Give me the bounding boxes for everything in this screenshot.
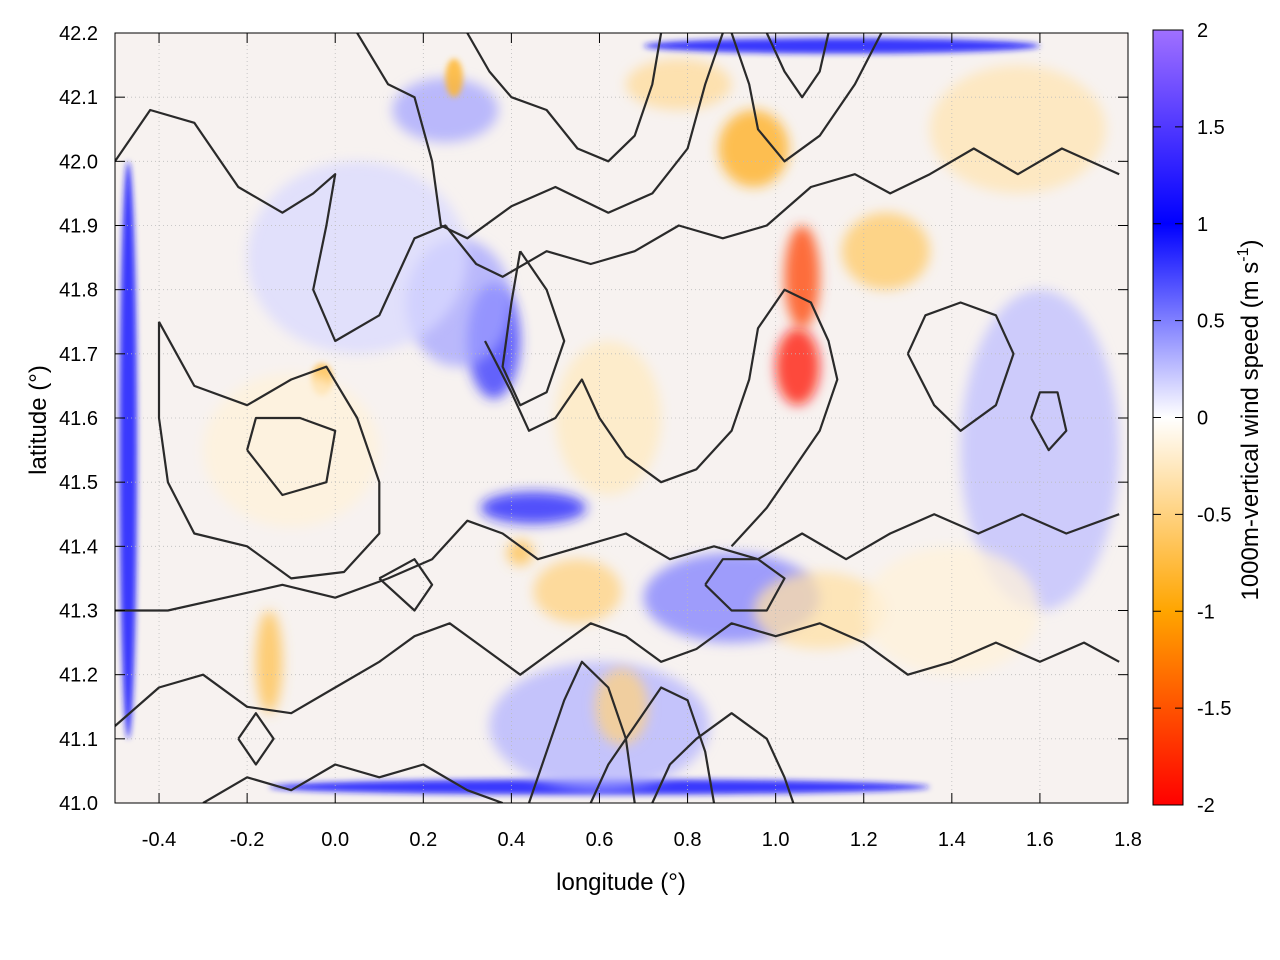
x-tick-label: 1.8 xyxy=(1114,829,1142,851)
contour-line-2 xyxy=(466,33,663,163)
x-tick-label: -0.2 xyxy=(230,829,264,851)
contour-line-7 xyxy=(115,513,1120,612)
downdraft-cell-20 xyxy=(506,539,534,566)
contour-line-1 xyxy=(356,33,724,240)
downdraft-cell-25 xyxy=(929,65,1106,194)
colorbar-title: 1000m-vertical wind speed (m s-1) xyxy=(1235,239,1264,600)
y-tick-label: 41.5 xyxy=(59,472,98,494)
contour-line-17 xyxy=(378,558,434,612)
colorbar-tick-label: -0.5 xyxy=(1197,504,1231,526)
updraft-cell-2 xyxy=(643,38,1040,54)
colorbar-ticks: -2 -1.5 -1 -0.5 0 0.5 1 1.5 2 xyxy=(1153,20,1231,817)
colorbar-tick-label: -1 xyxy=(1197,601,1215,623)
contour-line-5 xyxy=(157,321,381,580)
contour-line-0 xyxy=(115,108,1120,343)
downdraft-cell-23 xyxy=(595,668,648,746)
colorbar-tick-label: 1 xyxy=(1197,214,1208,236)
y-tick-label: 41.9 xyxy=(59,216,98,238)
x-tick-label: 1.4 xyxy=(938,829,966,851)
updraft-cell-4 xyxy=(480,491,587,524)
contour-line-18 xyxy=(704,558,786,612)
y-tick-label: 42.2 xyxy=(59,23,98,45)
updraft-cell-7 xyxy=(960,289,1120,611)
y-axis-ticks: 41.0 41.1 41.2 41.3 41.4 41.5 41.6 41.7 41.8 41.9… xyxy=(59,23,1128,815)
contour-line-19 xyxy=(237,712,275,766)
contour-line-9 xyxy=(202,763,503,803)
downdraft-cell-14 xyxy=(841,212,930,290)
x-tick-label: 1.2 xyxy=(850,829,878,851)
grid-lines xyxy=(115,33,1128,803)
y-tick-label: 41.2 xyxy=(59,665,98,687)
y-tick-label: 42.0 xyxy=(59,151,98,173)
updraft-cell-0 xyxy=(119,161,138,739)
x-tick-label: 0.6 xyxy=(586,829,614,851)
colorbar-title-sup: -1 xyxy=(1235,247,1252,261)
wind-field-layer xyxy=(119,38,1120,795)
x-tick-label: 1.0 xyxy=(762,829,790,851)
contour-line-3 xyxy=(730,33,883,163)
contour-line-12 xyxy=(651,712,795,803)
contour-line-11 xyxy=(589,686,716,803)
colorbar-tick-label: 0 xyxy=(1197,408,1208,430)
colorbar-tick-label: 0.5 xyxy=(1197,311,1225,333)
contour-line-6 xyxy=(246,416,337,497)
downdraft-cell-19 xyxy=(533,559,622,624)
y-tick-label: 41.8 xyxy=(59,280,98,302)
colorbar-tick-label: -2 xyxy=(1197,795,1215,817)
y-axis-title: latitude (°) xyxy=(25,365,52,475)
downdraft-cell-11 xyxy=(775,328,820,406)
y-tick-label: 41.4 xyxy=(59,536,98,558)
downdraft-cell-15 xyxy=(625,58,732,110)
updraft-cell-10 xyxy=(247,161,468,354)
x-tick-label: 0.4 xyxy=(497,829,525,851)
y-tick-label: 42.1 xyxy=(59,87,98,109)
y-tick-label: 41.0 xyxy=(59,793,98,815)
contour-line-8 xyxy=(115,622,1120,727)
x-axis-title: longitude (°) xyxy=(556,869,686,896)
colorbar-title-main: 1000m-vertical wind speed (m s xyxy=(1237,262,1264,601)
y-tick-label: 41.6 xyxy=(59,408,98,430)
contour-line-15 xyxy=(906,301,1015,432)
y-tick-label: 41.1 xyxy=(59,729,98,751)
colorbar-tick-label: 2 xyxy=(1197,20,1208,42)
contour-line-13 xyxy=(484,288,839,548)
colorbar: -2 -1.5 -1 -0.5 0 0.5 1 1.5 2 1000m-vertical win… xyxy=(1152,20,1264,817)
x-tick-label: 0.0 xyxy=(321,829,349,851)
x-tick-label: -0.4 xyxy=(142,829,176,851)
x-tick-label: 0.2 xyxy=(409,829,437,851)
y-tick-label: 41.3 xyxy=(59,601,98,623)
contour-line-4 xyxy=(765,33,830,99)
downdraft-cell-13 xyxy=(718,110,789,187)
colorbar-tick-label: 1.5 xyxy=(1197,117,1225,139)
plot-area xyxy=(115,33,1128,803)
colorbar-title-end: ) xyxy=(1237,239,1264,247)
y-tick-label: 41.7 xyxy=(59,344,98,366)
contour-line-14 xyxy=(501,250,566,407)
terrain-contours xyxy=(115,33,1120,803)
updraft-cell-8 xyxy=(392,77,499,143)
x-axis-ticks: -0.4 -0.2 0.0 0.2 0.4 0.6 0.8 1.0 1.2 1.4 1.6 1.8 xyxy=(142,33,1142,851)
colorbar-tick-label: -1.5 xyxy=(1197,698,1231,720)
downdraft-cell-16 xyxy=(255,610,283,714)
x-tick-label: 0.8 xyxy=(674,829,702,851)
downdraft-cell-24 xyxy=(203,373,380,528)
downdraft-cell-18 xyxy=(445,58,463,98)
contour-line-16 xyxy=(1030,391,1068,452)
x-tick-label: 1.6 xyxy=(1026,829,1054,851)
